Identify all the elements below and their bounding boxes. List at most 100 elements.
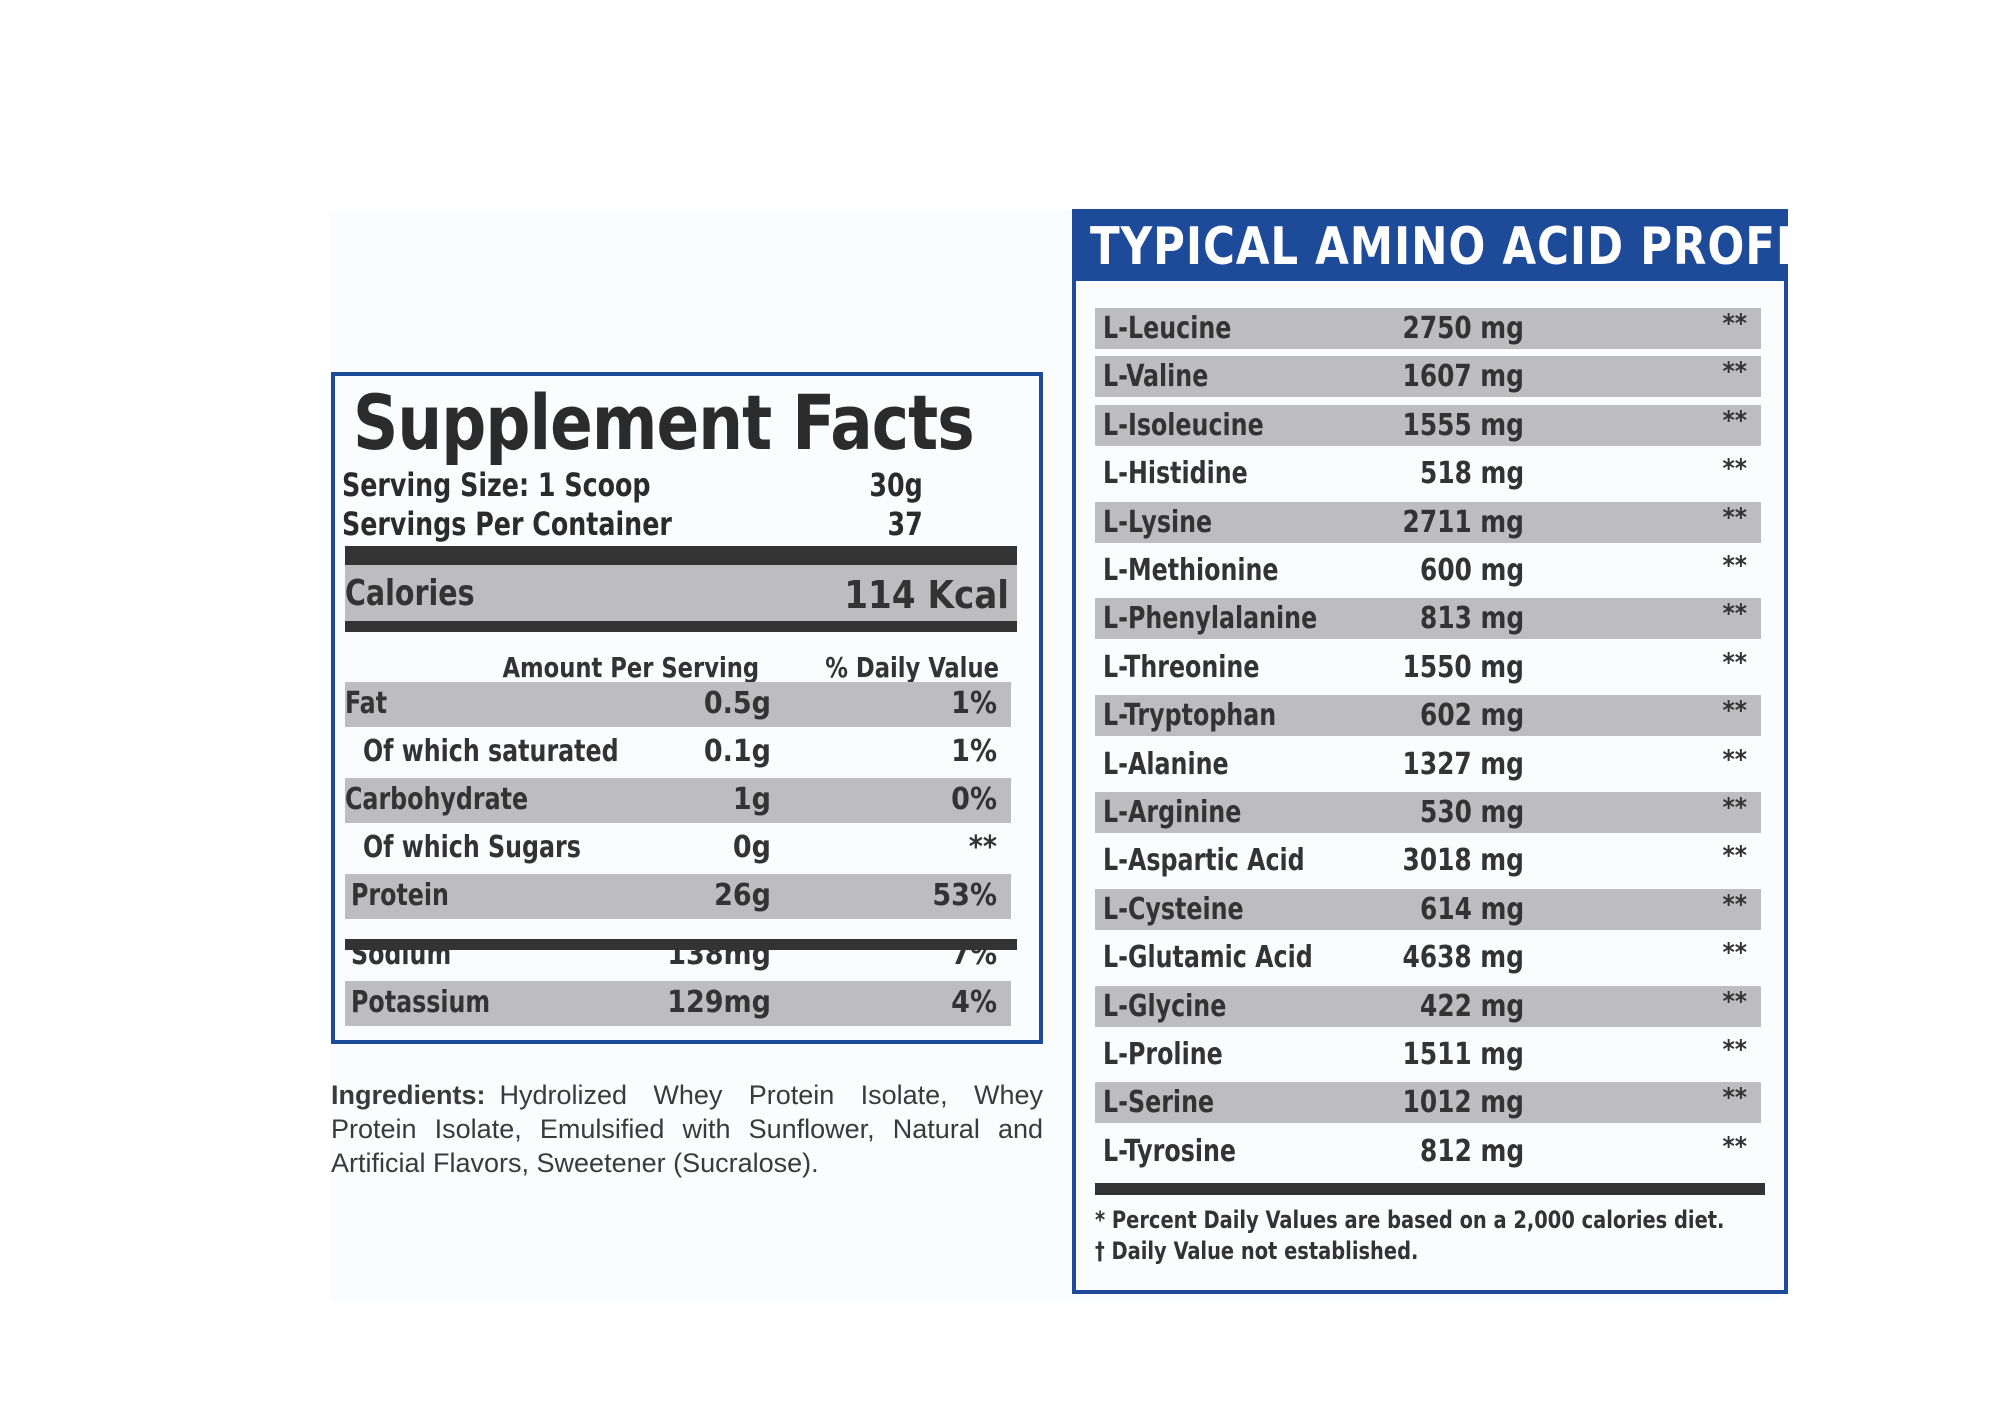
amino-row: L-Alanine 1327 mg ** xyxy=(1095,744,1761,785)
amino-amount: 813 mg xyxy=(1419,601,1524,637)
amino-daily-value: ** xyxy=(1722,793,1747,823)
amino-name: L-Proline xyxy=(1103,1037,1223,1072)
amino-amount: 518 mg xyxy=(1419,456,1524,492)
amino-amount: 614 mg xyxy=(1419,891,1524,927)
amino-row: L-Tyrosine 812 mg ** xyxy=(1095,1131,1761,1172)
amino-amount: 1012 mg xyxy=(1402,1085,1524,1121)
amino-daily-value: ** xyxy=(1722,1035,1747,1065)
amino-row: L-Phenylalanine 813 mg ** xyxy=(1095,598,1761,640)
supplement-facts-panel: Supplement Facts Serving Size: 1 Scoop 3… xyxy=(331,372,1043,1044)
amino-row: L-Valine 1607 mg ** xyxy=(1095,356,1761,398)
ingredients-block: Ingredients: Hydrolized Whey Protein Isol… xyxy=(331,1078,1043,1180)
amino-daily-value: ** xyxy=(1722,744,1747,775)
servings-per-container-value: 37 xyxy=(887,505,923,543)
amino-daily-value: ** xyxy=(1722,986,1747,1017)
nutrient-row: Protein 26g 53% xyxy=(345,874,1011,919)
nutrient-amount: 0.1g xyxy=(703,734,771,769)
amino-daily-value: ** xyxy=(1722,405,1747,436)
nutrient-name: Carbohydrate xyxy=(345,782,529,817)
nutrient-row: Potassium 129mg 4% xyxy=(345,981,1011,1026)
amino-row: L-Cysteine 614 mg ** xyxy=(1095,888,1761,930)
amino-row: L-Proline 1511 mg ** xyxy=(1095,1034,1761,1075)
nutrient-name: Protein xyxy=(351,878,449,913)
nutrient-row: Fat 0.5g 1% xyxy=(345,682,1011,727)
amino-row: L-Tryptophan 602 mg ** xyxy=(1095,695,1761,737)
amino-acid-profile-panel: TYPICAL AMINO ACID PROFILE L-Leucine 2750… xyxy=(1072,209,1851,1294)
amino-name: L-Glycine xyxy=(1103,988,1227,1024)
amino-name: L-Serine xyxy=(1103,1085,1215,1121)
amino-profile-header: TYPICAL AMINO ACID PROFILE xyxy=(1072,209,1851,281)
nutrient-daily-value: 4% xyxy=(951,985,997,1020)
nutrient-amount: 129mg xyxy=(667,985,771,1020)
amino-daily-value: ** xyxy=(1722,551,1747,581)
amino-daily-value: ** xyxy=(1722,357,1747,388)
amino-amount: 2711 mg xyxy=(1402,504,1524,540)
nutrient-row: Carbohydrate 1g 0% xyxy=(345,778,1011,823)
amino-name: L-Arginine xyxy=(1103,795,1242,830)
nutrient-amount: 1g xyxy=(732,782,771,817)
amino-amount: 1607 mg xyxy=(1402,359,1524,395)
amino-name: L-Threonine xyxy=(1103,649,1260,685)
amino-amount: 1327 mg xyxy=(1402,746,1524,782)
amino-name: L-Tyrosine xyxy=(1103,1133,1237,1169)
amino-amount: 422 mg xyxy=(1419,988,1524,1024)
amino-amount: 1555 mg xyxy=(1402,407,1524,443)
amino-row: L-Glutamic Acid 4638 mg ** xyxy=(1095,937,1761,978)
amino-daily-value: ** xyxy=(1722,841,1747,872)
amino-row: L-Lysine 2711 mg ** xyxy=(1095,501,1761,543)
amino-amount: 530 mg xyxy=(1419,795,1524,830)
nutrient-amount: 0.5g xyxy=(703,686,771,721)
nutrient-row: Of which Sugars 0g ** xyxy=(345,826,1011,871)
not-established-footnote: † Daily Value not established. xyxy=(1095,1237,1419,1265)
amino-daily-value: ** xyxy=(1722,502,1747,533)
amino-amount: 1550 mg xyxy=(1402,649,1524,685)
amino-amount: 602 mg xyxy=(1419,698,1524,734)
calories-label: Calories xyxy=(345,573,475,614)
servings-per-container-row: Servings Per Container 37 xyxy=(342,505,923,543)
nutrient-daily-value: 1% xyxy=(951,734,997,769)
servings-per-container-label: Servings Per Container xyxy=(342,505,672,543)
amino-daily-value: ** xyxy=(1722,599,1747,630)
amino-name: L-Histidine xyxy=(1103,456,1248,492)
nutrient-daily-value: 1% xyxy=(951,686,997,721)
amino-row: L-Glycine 422 mg ** xyxy=(1095,985,1761,1027)
serving-size-label: Serving Size: 1 Scoop xyxy=(342,466,651,504)
serving-size-row: Serving Size: 1 Scoop 30g xyxy=(342,466,923,504)
nutrient-daily-value: 0% xyxy=(951,782,997,817)
amino-name: L-Valine xyxy=(1103,359,1209,395)
amino-name: L-Tryptophan xyxy=(1103,698,1277,734)
amino-profile-title: TYPICAL AMINO ACID PROFILE xyxy=(1090,217,1853,277)
amino-name: L-Isoleucine xyxy=(1103,407,1264,443)
daily-value-header: % Daily Value xyxy=(825,651,999,684)
amino-daily-value: ** xyxy=(1722,889,1747,920)
nutrient-name: Fat xyxy=(345,686,388,721)
amino-row: L-Methionine 600 mg ** xyxy=(1095,550,1761,591)
nutrient-daily-value: 53% xyxy=(932,878,997,913)
amino-daily-value: ** xyxy=(1722,454,1747,485)
amino-row: L-Aspartic Acid 3018 mg ** xyxy=(1095,840,1761,881)
amino-name: L-Alanine xyxy=(1103,746,1229,782)
calories-row: Calories 114 Kcal xyxy=(345,565,1017,621)
ingredients-text: Hydrolized Whey Protein Isolate, Whey Pr… xyxy=(331,1080,1043,1178)
amino-name: L-Phenylalanine xyxy=(1103,601,1318,637)
amino-name: L-Cysteine xyxy=(1103,891,1244,927)
amino-bottom-rule xyxy=(1095,1183,1765,1195)
amino-daily-value: ** xyxy=(1722,696,1747,727)
nutrient-row: Of which saturated 0.1g 1% xyxy=(345,730,1011,775)
amount-per-serving-header: Amount Per Serving xyxy=(502,651,759,684)
amino-daily-value: ** xyxy=(1722,1083,1747,1114)
nutrient-name: Potassium xyxy=(351,985,491,1020)
amino-daily-value: ** xyxy=(1722,309,1747,339)
supplement-facts-title: Supplement Facts xyxy=(353,378,975,467)
nutrient-name: Of which saturated xyxy=(363,734,619,769)
amino-row: L-Arginine 530 mg ** xyxy=(1095,792,1761,833)
amino-row: L-Threonine 1550 mg ** xyxy=(1095,647,1761,688)
amino-row: L-Serine 1012 mg ** xyxy=(1095,1082,1761,1124)
serving-size-value: 30g xyxy=(869,466,923,504)
amino-amount: 4638 mg xyxy=(1402,940,1524,976)
amino-amount: 3018 mg xyxy=(1402,843,1524,879)
nutrient-amount: 0g xyxy=(732,830,771,865)
protein-bottom-rule xyxy=(345,939,1017,950)
amino-name: L-Glutamic Acid xyxy=(1103,940,1313,976)
amino-amount: 600 mg xyxy=(1419,553,1524,588)
